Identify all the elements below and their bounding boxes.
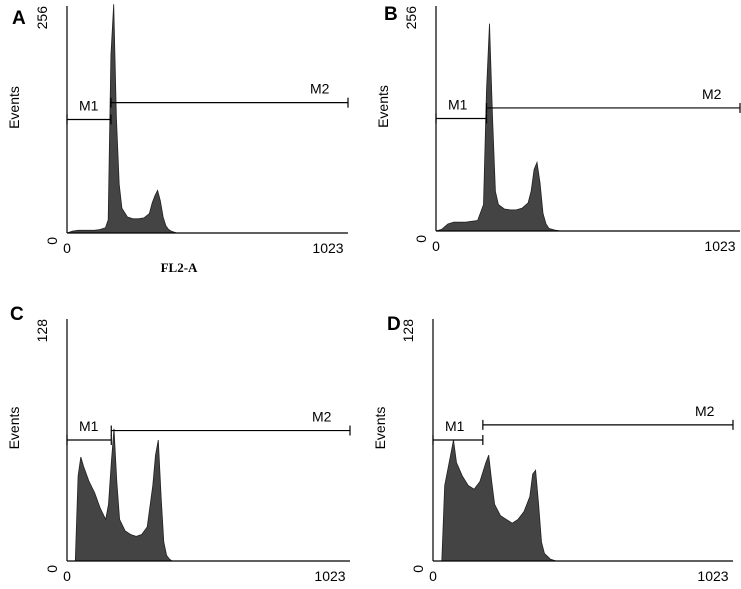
- x-axis-label: FL2-A: [161, 260, 198, 275]
- marker-label: M1: [79, 98, 99, 114]
- x-tick-label: 0: [63, 240, 71, 256]
- panel-label: A: [12, 8, 26, 29]
- histogram-area: [435, 23, 561, 232]
- y-axis-label: Events: [372, 407, 388, 450]
- y-tick-label: 0: [44, 565, 60, 573]
- marker-m1: M1: [66, 418, 112, 445]
- y-tick-label: 128: [34, 319, 50, 343]
- histogram-panel-b: B Events 256 0 0 1023 M1 M2: [375, 4, 741, 254]
- x-tick-label: 0: [432, 238, 440, 254]
- marker-m2: M2: [110, 409, 351, 436]
- marker-m2: M2: [110, 81, 349, 108]
- marker-label: M1: [448, 97, 468, 113]
- marker-m1: M1: [432, 418, 484, 445]
- y-axis-label: Events: [375, 85, 391, 128]
- x-tick-label: 0: [429, 568, 437, 584]
- histogram-area: [66, 4, 178, 234]
- marker-label: M1: [445, 418, 465, 434]
- marker-m2: M2: [482, 403, 734, 430]
- histogram-area: [67, 428, 178, 562]
- x-tick-label: 1023: [314, 568, 345, 584]
- marker-label: M2: [312, 409, 332, 425]
- panel-label: C: [10, 304, 24, 325]
- marker-m1: M1: [66, 98, 112, 125]
- panel-label: B: [384, 4, 398, 25]
- y-tick-label: 256: [403, 6, 419, 30]
- y-tick-label: 0: [413, 235, 429, 243]
- marker-label: M2: [310, 81, 330, 97]
- y-tick-label: 256: [34, 6, 50, 30]
- x-tick-label: 1023: [697, 568, 728, 584]
- marker-m2: M2: [485, 86, 741, 113]
- histogram-panel-a: A Events 256 0 0 1023 FL2-A M1 M2: [6, 4, 349, 275]
- marker-label: M1: [79, 418, 99, 434]
- marker-m1: M1: [435, 97, 488, 124]
- histogram-panel-c: C Events 128 0 0 1023 M1 M2: [6, 304, 351, 584]
- y-tick-label: 0: [44, 237, 60, 245]
- histogram-area: [433, 439, 557, 562]
- y-axis-label: Events: [6, 86, 22, 129]
- y-axis-label: Events: [6, 407, 22, 450]
- marker-label: M2: [702, 86, 722, 102]
- x-tick-label: 1023: [312, 240, 343, 256]
- histogram-panel-d: D Events 128 0 0 1023 M1 M2: [372, 314, 734, 584]
- x-tick-label: 1023: [704, 238, 735, 254]
- y-tick-label: 128: [400, 319, 416, 343]
- x-tick-label: 0: [63, 568, 71, 584]
- marker-label: M2: [695, 403, 715, 419]
- y-tick-label: 0: [410, 565, 426, 573]
- panel-label: D: [387, 314, 401, 335]
